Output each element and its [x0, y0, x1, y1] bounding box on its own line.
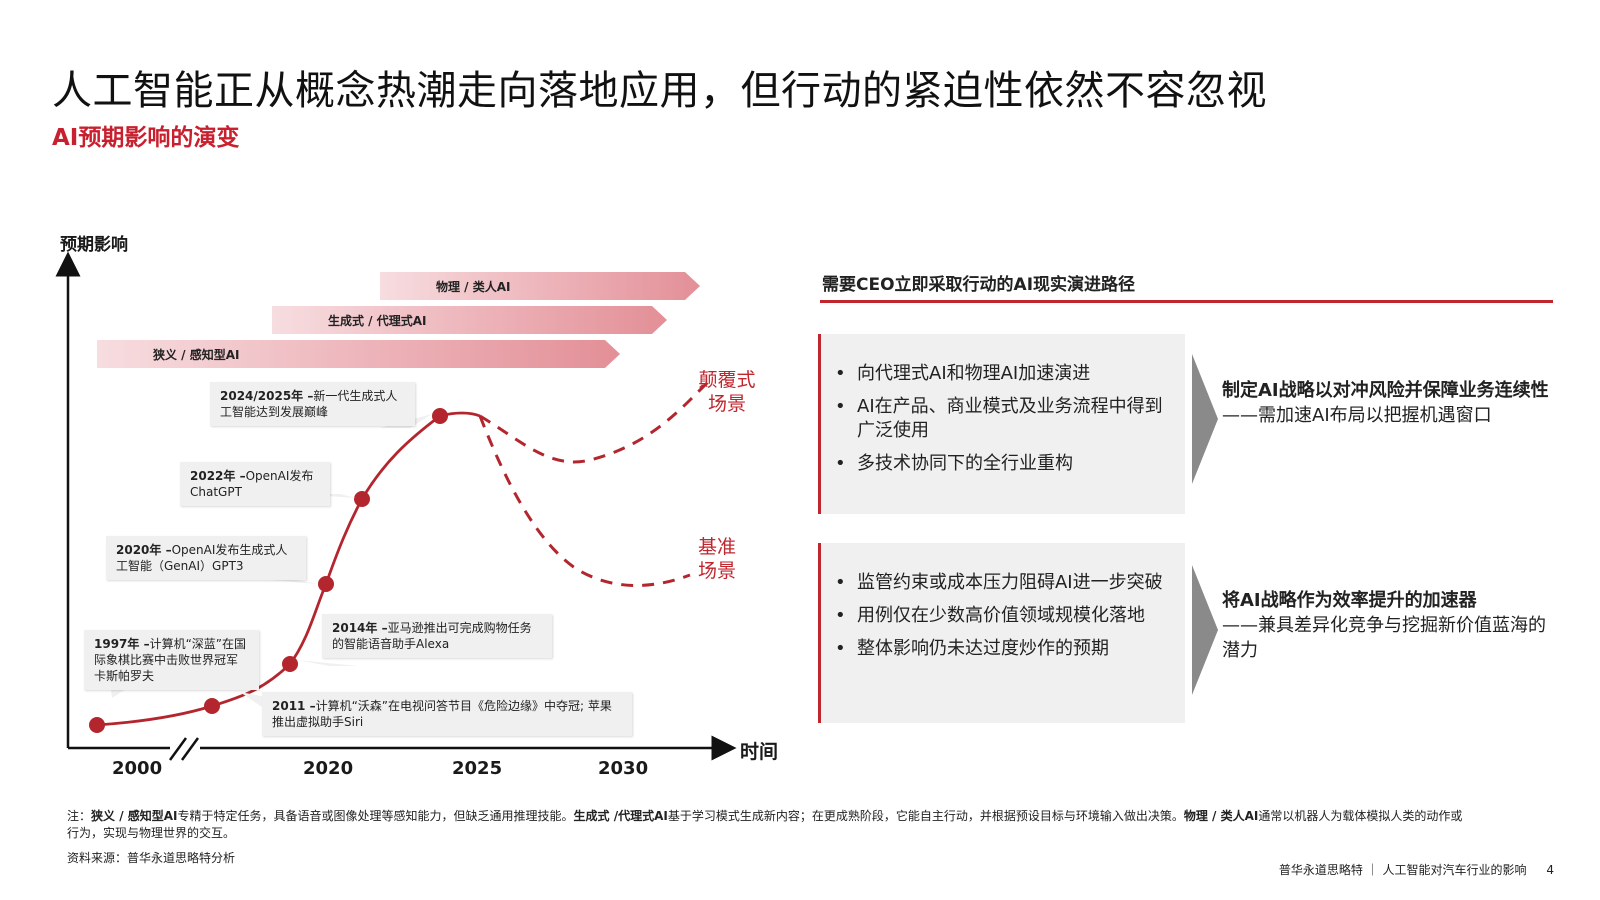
baseline-scenario-curve — [478, 415, 691, 587]
disruptive-scenario-curve — [479, 378, 712, 464]
milestone-callout-2014: 2014年 –亚马逊推出可完成购物任务的智能语音助手Alexa — [322, 614, 552, 658]
x-tick-2020: 2020 — [303, 758, 354, 779]
phase-label-narrow: 狭义 / 感知型AI — [152, 347, 240, 362]
scenario-label-disruptive: 颠覆式场景 — [698, 369, 756, 415]
milestone-callout-2024: 2024/2025年 –新一代生成式人工智能达到发展巅峰 — [210, 382, 415, 426]
milestone-point-2014 — [282, 656, 298, 672]
right-heading-rule — [820, 300, 1553, 303]
milestone-point-2011 — [204, 698, 220, 714]
list-item: 监管约束或成本压力阻碍AI进一步突破 — [835, 571, 1171, 595]
panel-arrow-bottom — [1192, 565, 1218, 695]
axis-break-mark — [168, 735, 200, 761]
phase-arrow-physical: 物理 / 类人AI — [380, 272, 700, 300]
x-tick-2030: 2030 — [598, 758, 649, 779]
conclusion-bottom-text: ——兼具差异化竞争与挖掘新价值蓝海的潜力 — [1222, 615, 1546, 661]
milestone-point-1997 — [89, 717, 105, 733]
milestone-callout-2011: 2011 –计算机“沃森”在电视问答节目《危险边缘》中夺冠; 苹果推出虚拟助手S… — [262, 692, 632, 736]
list-item: 整体影响仍未达过度炒作的预期 — [835, 637, 1171, 661]
conclusion-bottom-headline: 将AI战略作为效率提升的加速器 — [1222, 590, 1477, 611]
y-axis-label: 预期影响 — [60, 235, 128, 255]
page-title: 人工智能正从概念热潮走向落地应用，但行动的紧迫性依然不容忽视 — [52, 68, 1267, 114]
phase-arrow-narrow: 狭义 / 感知型AI — [97, 340, 620, 368]
list-item: 向代理式AI和物理AI加速演进 — [835, 362, 1171, 386]
phase-arrow-generative: 生成式 / 代理式AI — [272, 306, 667, 334]
x-axis-label: 时间 — [740, 741, 779, 763]
page-number: 4 — [1546, 863, 1554, 877]
list-item: AI在产品、商业模式及业务流程中得到广泛使用 — [835, 395, 1171, 443]
conclusion-top-text: ——需加速AI布局以把握机遇窗口 — [1222, 405, 1492, 426]
milestone-point-2022 — [354, 491, 370, 507]
conclusion-top-headline: 制定AI战略以对冲风险并保障业务连续性 — [1222, 380, 1549, 401]
footnote: 注：狭义 / 感知型AI专精于特定任务，具备语音或图像处理等感知能力，但缺乏通用… — [67, 809, 1463, 840]
milestone-point-2024 — [432, 408, 448, 424]
list-item: 用例仅在少数高价值领域规模化落地 — [835, 604, 1171, 628]
milestone-callout-2020: 2020年 –OpenAI发布生成式人工智能（GenAI）GPT3 — [106, 536, 306, 580]
phase-label-physical: 物理 / 类人AI — [436, 279, 511, 294]
baseline-bullet-list: 监管约束或成本压力阻碍AI进一步突破 用例仅在少数高价值领域规模化落地 整体影响… — [821, 543, 1185, 661]
conclusion-top: 制定AI战略以对冲风险并保障业务连续性 ——需加速AI布局以把握机遇窗口 — [1222, 378, 1552, 428]
scenario-panel-baseline: 监管约束或成本压力阻碍AI进一步突破 用例仅在少数高价值领域规模化落地 整体影响… — [818, 543, 1185, 723]
panel-arrow-top — [1192, 354, 1218, 484]
x-tick-2025: 2025 — [452, 758, 503, 779]
page-footer: 普华永道思略特 ｜ 人工智能对汽车行业的影响 4 — [1279, 861, 1554, 878]
milestone-callout-2022: 2022年 –OpenAI发布ChatGPT — [180, 462, 330, 506]
list-item: 多技术协同下的全行业重构 — [835, 452, 1171, 476]
source-note: 资料来源：普华永道思略特分析 — [67, 851, 236, 865]
milestone-callout-1997: 1997年 –计算机“深蓝”在国际象棋比赛中击败世界冠军卡斯帕罗夫 — [84, 630, 259, 690]
milestone-point-2020 — [318, 576, 334, 592]
scenario-label-baseline: 基准场景 — [697, 536, 736, 582]
x-tick-2000: 2000 — [112, 758, 163, 779]
page-subtitle: AI预期影响的演变 — [52, 125, 240, 151]
scenario-panel-disruptive: 向代理式AI和物理AI加速演进 AI在产品、商业模式及业务流程中得到广泛使用 多… — [818, 334, 1185, 514]
phase-label-generative: 生成式 / 代理式AI — [328, 313, 427, 328]
disruptive-bullet-list: 向代理式AI和物理AI加速演进 AI在产品、商业模式及业务流程中得到广泛使用 多… — [821, 334, 1185, 476]
footer-text: 普华永道思略特 ｜ 人工智能对汽车行业的影响 — [1278, 863, 1527, 877]
right-heading: 需要CEO立即采取行动的AI现实演进路径 — [822, 275, 1136, 295]
conclusion-bottom: 将AI战略作为效率提升的加速器 ——兼具差异化竞争与挖掘新价值蓝海的潜力 — [1222, 588, 1552, 663]
